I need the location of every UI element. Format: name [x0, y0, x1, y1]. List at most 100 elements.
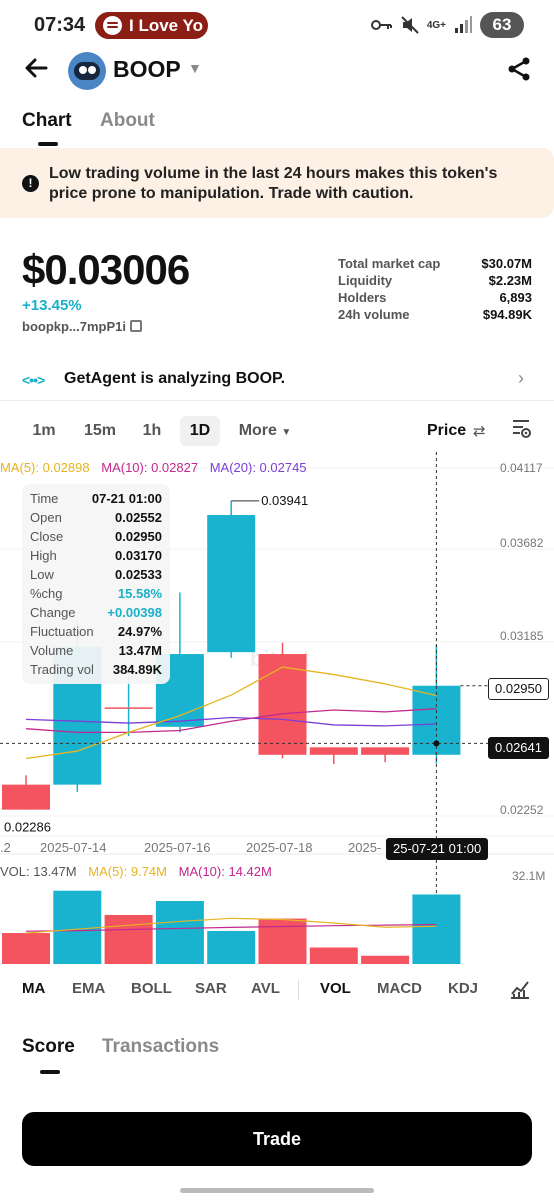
- x-tick-label: 2025-07-18: [246, 840, 313, 855]
- chart-settings-icon[interactable]: [512, 418, 532, 440]
- stat-label: 24h volume: [338, 307, 410, 322]
- ma5-line: [25, 666, 437, 760]
- warning-icon: !: [22, 175, 39, 192]
- interval-bar: 1m 15m 1h 1D More ▼ Price ⇄: [0, 410, 554, 448]
- status-time: 07:34: [34, 14, 86, 36]
- active-bottom-tab-indicator: [40, 1070, 60, 1074]
- interval-15m[interactable]: 15m: [83, 422, 117, 439]
- token-header: BOOP ▼: [0, 50, 554, 90]
- agent-text: GetAgent is analyzing BOOP.: [64, 370, 286, 387]
- ma20-line: [25, 716, 437, 727]
- volume-bar: [155, 901, 204, 964]
- ma5-label: MA(5): 0.02898: [0, 460, 90, 475]
- token-address[interactable]: boopkp...7mpP1i: [22, 319, 143, 334]
- tab-chart[interactable]: Chart: [22, 110, 72, 131]
- token-name[interactable]: BOOP: [113, 56, 181, 82]
- last-price-tag: 0.02950: [488, 678, 549, 700]
- candle-body: [361, 747, 410, 755]
- key-icon: [370, 20, 392, 30]
- tooltip-row: Time 07-21 01:00: [30, 491, 162, 506]
- swap-icon[interactable]: ⇄: [473, 423, 486, 440]
- price-chart[interactable]: bitget0.039410.022860.041170.036820.0318…: [0, 452, 554, 972]
- tab-transactions[interactable]: Transactions: [102, 1036, 220, 1057]
- share-icon: [508, 57, 530, 81]
- stat-label: Holders: [338, 290, 387, 305]
- tooltip-row: %chg 15.58%: [30, 586, 162, 601]
- agent-icon: <••>: [22, 372, 45, 388]
- indicator-boll[interactable]: BOLL: [131, 980, 172, 997]
- indicator-settings-icon[interactable]: [509, 978, 531, 1000]
- crosshair-time-tag: 25-07-21 01:00: [386, 838, 489, 860]
- tab-about[interactable]: About: [100, 110, 155, 131]
- back-button[interactable]: [24, 56, 50, 82]
- battery-indicator: 63: [480, 12, 524, 38]
- vol-ma10-label: MA(10): 14.42M: [178, 864, 272, 879]
- trade-button[interactable]: Trade: [22, 1112, 532, 1166]
- volume-bar: [104, 914, 153, 964]
- chevron-down-icon[interactable]: ▼: [188, 60, 202, 76]
- crosshair-dot: [433, 740, 440, 747]
- top-tabs: Chart About: [0, 108, 554, 148]
- low-annotation: 0.02286: [4, 820, 51, 835]
- share-button[interactable]: [506, 56, 532, 82]
- tooltip-row: Low 0.02533: [30, 567, 162, 582]
- mute-icon: [401, 16, 419, 34]
- arrow-left-icon: [25, 58, 48, 78]
- music-app-icon: [103, 16, 122, 35]
- x-tick-label: 2025-: [348, 840, 381, 855]
- divider: [0, 400, 554, 401]
- candle-body: [2, 784, 50, 810]
- price-toggle[interactable]: Price: [427, 422, 467, 439]
- candle-body: [309, 747, 358, 755]
- volume-bar: [412, 894, 461, 964]
- stat-value: $94.89K: [482, 307, 532, 322]
- tooltip-row: High 0.03170: [30, 548, 162, 563]
- now-playing-title: I Love Yo: [129, 16, 204, 35]
- token-logo: [68, 52, 106, 90]
- ma20-label: MA(20): 0.02745: [209, 460, 307, 475]
- low-volume-warning: ! Low trading volume in the last 24 hour…: [0, 148, 554, 218]
- indicator-bar: MA EMA BOLL SAR AVL VOL MACD KDJ: [0, 972, 554, 1006]
- interval-1d[interactable]: 1D: [180, 416, 220, 446]
- home-indicator[interactable]: [180, 1188, 374, 1193]
- vol-axis-label: 32.1M: [512, 869, 545, 883]
- candlestick-chart[interactable]: bitget0.039410.022860.041170.036820.0318…: [0, 452, 554, 972]
- volume-bar: [309, 947, 358, 964]
- crosshair-price-tag: 0.02641: [488, 737, 549, 759]
- indicator-avl[interactable]: AVL: [251, 980, 280, 997]
- signal-icon: [455, 16, 472, 33]
- volume-bar: [207, 930, 256, 964]
- interval-1h[interactable]: 1h: [142, 422, 162, 439]
- warning-text: Low trading volume in the last 24 hours …: [49, 165, 498, 202]
- tooltip-row: Volume 13.47M: [30, 643, 162, 658]
- interval-more[interactable]: More ▼: [238, 422, 292, 439]
- bottom-tabs: Score Transactions: [0, 1034, 554, 1074]
- y-tick-label: 0.03185: [500, 629, 544, 643]
- stat-row: Holders 6,893: [338, 290, 532, 307]
- stat-row: 24h volume $94.89K: [338, 307, 532, 324]
- indicator-macd[interactable]: MACD: [377, 980, 422, 997]
- stat-label: Total market cap: [338, 256, 441, 271]
- vol-label: VOL: 13.47M: [0, 864, 77, 879]
- interval-1m[interactable]: 1m: [32, 422, 56, 439]
- copy-icon[interactable]: [130, 320, 143, 332]
- tooltip-row: Change +0.00398: [30, 605, 162, 620]
- vol-legend: VOL: 13.47M MA(5): 9.74M MA(10): 14.42M: [0, 864, 280, 879]
- indicator-kdj[interactable]: KDJ: [448, 980, 479, 997]
- indicator-ma[interactable]: MA: [22, 980, 46, 997]
- indicator-sar[interactable]: SAR: [195, 980, 227, 997]
- active-tab-indicator: [38, 142, 58, 146]
- now-playing-pill[interactable]: I Love Yo: [95, 12, 208, 39]
- stat-row: Total market cap $30.07M: [338, 256, 532, 273]
- ma-legend: MA(5): 0.02898 MA(10): 0.02827 MA(20): 0…: [0, 460, 315, 475]
- indicator-separator: [298, 980, 299, 1000]
- stat-value: 6,893: [499, 290, 532, 305]
- candle-body: [258, 654, 307, 755]
- stat-label: Liquidity: [338, 273, 393, 288]
- agent-banner[interactable]: <••> GetAgent is analyzing BOOP. ›: [22, 366, 532, 394]
- volume-bar: [361, 955, 410, 964]
- indicator-ema[interactable]: EMA: [72, 980, 106, 997]
- ma10-line: [25, 708, 437, 734]
- tab-score[interactable]: Score: [22, 1036, 75, 1057]
- indicator-vol[interactable]: VOL: [320, 980, 351, 997]
